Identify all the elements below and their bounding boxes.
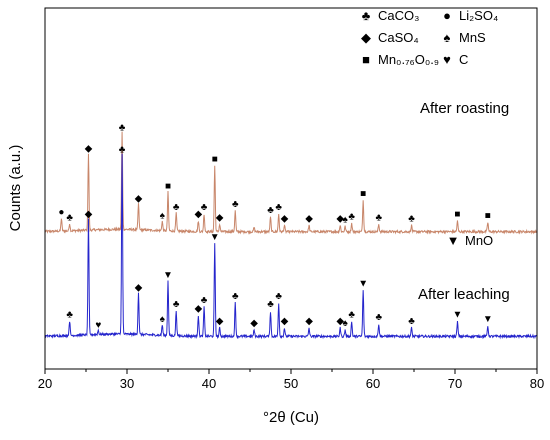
y-axis-title: Counts (a.u.): [7, 145, 24, 232]
peak-marker-diamond: ◆: [135, 194, 143, 205]
peak-marker-club: ♣: [348, 211, 355, 222]
x-tick-label: 70: [448, 376, 462, 391]
peak-marker-club: ♣: [408, 316, 415, 327]
legend-symbol-heart-icon: ♥: [443, 52, 451, 67]
legend-label: CaSO₄: [378, 30, 419, 45]
series-layer: [44, 131, 538, 340]
peak-marker-club: ♣: [232, 291, 239, 302]
x-tick-label: 30: [120, 376, 134, 391]
peak-marker-diamond: ◆: [305, 213, 313, 224]
peak-marker-club: ♣: [375, 312, 382, 323]
legend-entry-triangle-down: ▼ MnO: [447, 233, 494, 248]
peak-marker-club: ♣: [267, 299, 274, 310]
legend-entry-circle: ● Li₂SO₄: [443, 8, 498, 23]
peak-marker-circle: ●: [58, 207, 64, 218]
series-line-after-leaching: [44, 153, 538, 340]
legend-entry-club: ♣ CaCO₃: [362, 8, 420, 23]
peak-marker-square: ■: [360, 188, 366, 199]
peak-marker-diamond: ◆: [85, 143, 93, 154]
peak-marker-diamond: ◆: [135, 282, 143, 293]
series-line-after-roasting: [44, 131, 538, 235]
peak-marker-triangle-down: ▼: [453, 310, 463, 321]
peak-marker-club: ♣: [173, 299, 180, 310]
legend-entry-heart: ♥ C: [443, 52, 468, 67]
peak-marker-diamond: ◆: [336, 316, 344, 327]
peak-marker-club: ♣: [66, 212, 73, 223]
legend-label: C: [459, 52, 468, 67]
legend-label: MnO: [465, 233, 493, 248]
peak-markers-layer: ● ♣◆♣◆♠■♣◆♣■◆♣♣ ♣◆ ◆ ◆♠ ♣■♣ ♣ ■ ■♣◆♥♣◆♠▼♣ ◆♣▼◆♣◆♣…: [58, 122, 492, 331]
peak-marker-club: ♣: [267, 205, 274, 216]
peak-marker-square: ■: [165, 181, 171, 192]
peak-marker-diamond: ◆: [336, 213, 344, 224]
peak-marker-diamond: ◆: [305, 316, 313, 327]
legend-symbol-spade-icon: ♠: [444, 30, 451, 45]
peak-marker-square: ■: [454, 209, 460, 220]
peak-marker-spade: ♠: [160, 314, 166, 325]
peak-marker-square: ■: [212, 154, 218, 165]
legend-label: Li₂SO₄: [459, 8, 498, 23]
peak-marker-triangle-down: ▼: [358, 278, 368, 289]
peak-marker-club: ♣: [375, 212, 382, 223]
peak-marker-club: ♣: [275, 202, 282, 213]
x-tick-label: 20: [38, 376, 52, 391]
peak-marker-diamond: ◆: [281, 316, 289, 327]
peak-marker-diamond: ◆: [85, 209, 93, 220]
peak-marker-club: ♣: [348, 310, 355, 321]
peak-marker-diamond: ◆: [216, 316, 224, 327]
legend-label: Mn₀.₇₆O₀.₉: [378, 52, 439, 67]
peak-marker-spade: ♠: [160, 210, 166, 221]
legend-entry-square: ■ Mn₀.₇₆O₀.₉: [362, 52, 439, 67]
legend-symbol-diamond-icon: ◆: [361, 30, 371, 45]
series-label-after-roasting: After roasting: [420, 100, 509, 117]
peak-marker-club: ♣: [119, 122, 126, 133]
peak-marker-club: ♣: [66, 310, 73, 321]
series-label-after-leaching: After leaching: [418, 286, 510, 303]
legend: ♣ CaCO₃ ● Li₂SO₄◆ CaSO₄ ♠ MnS■ Mn₀.₇₆O₀.₉ ♥ C▼ MnO: [361, 8, 498, 248]
peak-marker-triangle-down: ▼: [210, 232, 220, 243]
peak-marker-club: ♣: [173, 202, 180, 213]
legend-symbol-circle-icon: ●: [443, 8, 451, 23]
legend-symbol-club-icon: ♣: [362, 8, 371, 23]
legend-symbol-square-icon: ■: [362, 52, 370, 67]
peak-marker-spade: ♠: [342, 214, 348, 225]
peak-marker-club: ♣: [119, 144, 126, 155]
peak-marker-club: ♣: [201, 295, 208, 306]
peak-marker-triangle-down: ▼: [483, 314, 493, 325]
x-axis-title: °2θ (Cu): [263, 409, 319, 426]
peak-marker-diamond: ◆: [281, 213, 289, 224]
peak-marker-diamond: ◆: [194, 209, 202, 220]
peak-marker-square: ■: [485, 210, 491, 221]
legend-entry-diamond: ◆ CaSO₄: [361, 30, 419, 45]
peak-marker-diamond: ◆: [216, 212, 224, 223]
legend-symbol-triangle-down-icon: ▼: [447, 233, 460, 248]
peak-marker-club: ♣: [275, 291, 282, 302]
peak-marker-triangle-down: ▼: [163, 270, 173, 281]
peak-marker-diamond: ◆: [194, 303, 202, 314]
x-tick-label: 60: [366, 376, 380, 391]
peak-marker-spade: ♠: [342, 318, 348, 329]
x-tick-label: 50: [284, 376, 298, 391]
x-tick-label: 40: [202, 376, 216, 391]
peak-marker-diamond: ◆: [250, 318, 258, 329]
legend-label: CaCO₃: [378, 8, 419, 23]
x-axis-ticks: 20 30 40 50 60 70 80: [38, 369, 544, 391]
peak-marker-club: ♣: [232, 199, 239, 210]
series-labels: After roasting After leaching: [418, 100, 510, 303]
peak-marker-club: ♣: [201, 202, 208, 213]
peak-marker-club: ♣: [408, 213, 415, 224]
legend-entry-spade: ♠ MnS: [444, 30, 487, 45]
x-tick-label: 80: [530, 376, 544, 391]
legend-label: MnS: [459, 30, 486, 45]
peak-marker-heart: ♥: [95, 320, 101, 331]
